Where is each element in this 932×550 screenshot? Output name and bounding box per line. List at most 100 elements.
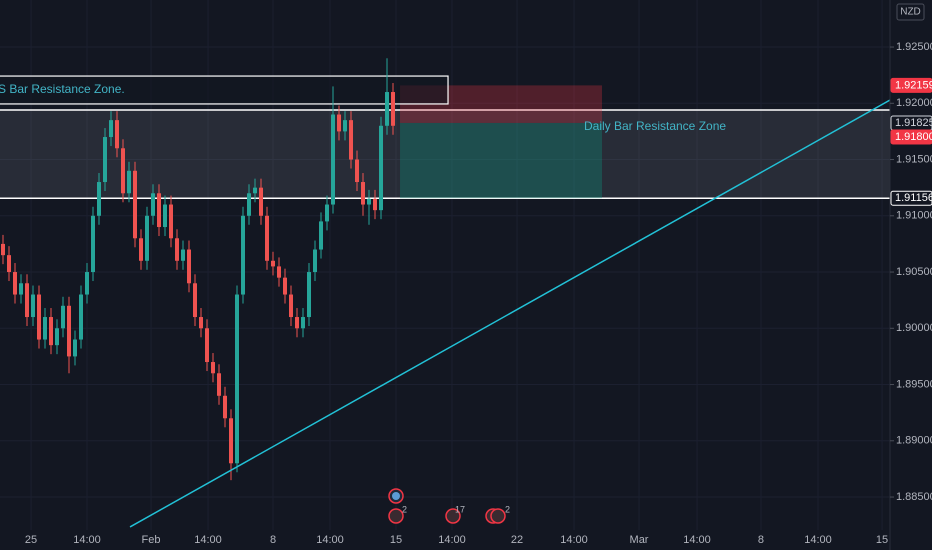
- candle-body: [283, 277, 288, 295]
- candle-body: [247, 193, 252, 216]
- event-badge: 2: [505, 504, 510, 514]
- candle-body: [67, 305, 72, 357]
- x-tick-label: Mar: [630, 534, 649, 546]
- event-badge: 17: [455, 504, 465, 514]
- candle-body: [217, 373, 222, 396]
- y-tick-label: 1.90000: [896, 322, 932, 334]
- candle-body: [151, 193, 156, 216]
- price-tag: [890, 190, 932, 206]
- target-zone: [400, 122, 602, 199]
- x-tick-label: 15: [876, 534, 888, 546]
- candle-body: [79, 294, 84, 340]
- candle-body: [13, 272, 18, 295]
- candle-body: [319, 221, 324, 250]
- x-tick-label: 14:00: [194, 534, 222, 546]
- price-tag: [890, 77, 932, 93]
- candle-body: [199, 317, 204, 329]
- candle-body: [91, 215, 96, 273]
- candle-body: [115, 120, 120, 149]
- candle-body: [259, 187, 264, 216]
- y-tick-label: 1.91500: [896, 153, 932, 165]
- x-tick-label: 25: [25, 534, 37, 546]
- label-box-text: S Bar Resistance Zone.: [0, 82, 125, 96]
- candle-body: [307, 272, 312, 318]
- event-icon[interactable]: [490, 508, 506, 524]
- candle-body: [181, 249, 186, 261]
- candle-body: [337, 114, 342, 132]
- y-tick-label: 1.91000: [896, 210, 932, 222]
- candle-body: [175, 238, 180, 261]
- candle-body: [373, 198, 378, 211]
- candle-body: [331, 114, 336, 205]
- candle-body: [223, 395, 228, 419]
- candle-body: [349, 120, 354, 160]
- candle-body: [379, 125, 384, 211]
- candle-body: [193, 283, 198, 318]
- candle-body: [343, 120, 348, 132]
- x-tick-label: 14:00: [683, 534, 711, 546]
- x-tick-label: 14:00: [804, 534, 832, 546]
- candle-body: [103, 137, 108, 183]
- candle-body: [61, 305, 66, 329]
- candle-body: [127, 170, 132, 194]
- x-tick-label: 14:00: [560, 534, 588, 546]
- x-tick-label: 15: [390, 534, 402, 546]
- candle-body: [211, 362, 216, 374]
- event-icon[interactable]: [388, 508, 404, 524]
- candle-body: [253, 187, 258, 194]
- candle-body: [301, 317, 306, 329]
- candle-body: [391, 92, 396, 126]
- event-icons: 2 17 2: [388, 488, 510, 524]
- x-tick-label: Feb: [142, 534, 161, 546]
- y-tick-label: 1.89000: [896, 435, 932, 447]
- x-tick-label: 8: [758, 534, 764, 546]
- y-tick-label: 1.88500: [896, 491, 932, 503]
- event-icon[interactable]: [445, 508, 461, 524]
- currency-box: [896, 3, 925, 21]
- candle-body: [121, 148, 126, 194]
- candle-body: [139, 238, 144, 261]
- candle-body: [277, 266, 282, 278]
- candle-body: [25, 283, 30, 318]
- candle-body: [289, 294, 294, 318]
- candle-body: [37, 294, 42, 340]
- candle-body: [55, 328, 60, 346]
- event-badge: 2: [402, 504, 407, 514]
- candle-body: [157, 193, 162, 228]
- event-icon-globe: [392, 492, 400, 500]
- zone-label: Daily Bar Resistance Zone: [584, 119, 726, 133]
- candle-body: [31, 294, 36, 318]
- y-tick-label: 1.90500: [896, 266, 932, 278]
- candle-body: [1, 243, 6, 256]
- candle-body: [241, 215, 246, 295]
- price-tag-label: 1.91825: [895, 117, 932, 129]
- x-tick-label: 22: [511, 534, 523, 546]
- candle-body: [7, 255, 12, 273]
- candle-body: [97, 182, 102, 216]
- candle-body: [235, 294, 240, 464]
- candle-body: [367, 198, 372, 205]
- candle-body: [229, 418, 234, 464]
- candle-body: [73, 339, 78, 357]
- x-tick-label: 14:00: [73, 534, 101, 546]
- y-tick-label: 1.92500: [896, 41, 932, 53]
- currency: NZD: [900, 7, 921, 18]
- candle-body: [265, 215, 270, 261]
- price-tag: [890, 129, 932, 145]
- candle-body: [271, 260, 276, 267]
- candle-body: [133, 170, 138, 239]
- y-tick-label: 1.89500: [896, 378, 932, 390]
- candle-body: [19, 283, 24, 295]
- candle-body: [169, 204, 174, 239]
- price-tag-label: 1.91800: [895, 131, 932, 143]
- candle-body: [355, 159, 360, 183]
- candle-body: [187, 249, 192, 284]
- x-tick-label: 14:00: [438, 534, 466, 546]
- trendline: [129, 99, 891, 528]
- x-tick-label: 14:00: [316, 534, 344, 546]
- x-tick-label: 8: [270, 534, 276, 546]
- candle-body: [313, 249, 318, 273]
- candle-body: [295, 317, 300, 329]
- candle-body: [109, 120, 114, 138]
